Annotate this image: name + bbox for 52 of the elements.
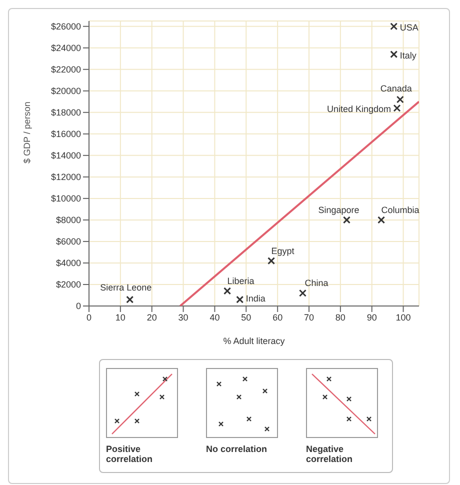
point bbox=[393, 104, 401, 112]
point bbox=[378, 216, 386, 224]
x-tick-label: 20 bbox=[146, 312, 157, 322]
y-tick-label: $24000 bbox=[50, 43, 81, 54]
y-tick-label: $26000 bbox=[50, 22, 81, 32]
x-tick-label: 50 bbox=[241, 312, 252, 322]
y-tick-label: $6000 bbox=[56, 236, 81, 247]
annotation: USA bbox=[400, 22, 418, 32]
y-tick-label: $10000 bbox=[50, 194, 81, 204]
annotation: Italy bbox=[400, 50, 417, 60]
x-axis-title: % Adult literacy bbox=[223, 336, 286, 346]
annotation: Sierra Leone bbox=[100, 282, 152, 293]
x-tick-label: 80 bbox=[335, 312, 346, 322]
y-tick-label: $22000 bbox=[50, 64, 81, 75]
annotation: Egypt bbox=[271, 246, 295, 256]
y-tick-label: $2000 bbox=[56, 280, 81, 290]
y-tick-label: $14000 bbox=[50, 150, 81, 161]
y-tick-label: $16000 bbox=[50, 129, 81, 140]
y-tick-label: $4000 bbox=[56, 258, 81, 268]
annotation: Liberia bbox=[227, 276, 254, 286]
text: No correlation bbox=[206, 444, 268, 454]
point bbox=[390, 22, 398, 30]
y-tick-label: $18000 bbox=[50, 108, 81, 118]
annotation: Columbia bbox=[381, 204, 420, 215]
x-tick-label: 10 bbox=[115, 312, 126, 322]
y-tick-label: $8000 bbox=[56, 215, 81, 226]
y-tick-label: $12000 bbox=[50, 172, 81, 182]
x-tick-label: 60 bbox=[272, 312, 283, 322]
text: Positive correlation bbox=[106, 444, 154, 464]
x-tick-label: 70 bbox=[304, 312, 314, 322]
point bbox=[126, 296, 134, 304]
x-tick-label: 100 bbox=[396, 312, 411, 322]
x-tick-label: 0 bbox=[86, 312, 92, 322]
annotation: United Kingdom bbox=[326, 104, 391, 114]
point bbox=[268, 257, 276, 265]
y-axis-title: $ GDP / person bbox=[22, 102, 32, 164]
annotation: China bbox=[304, 278, 328, 288]
point bbox=[390, 50, 398, 58]
point bbox=[224, 287, 232, 295]
point bbox=[396, 96, 404, 104]
y-tick-label: $20000 bbox=[50, 86, 81, 96]
x-tick-label: 30 bbox=[178, 312, 188, 322]
annotation: Canada bbox=[380, 84, 412, 94]
point bbox=[298, 289, 306, 297]
x-tick-label: 90 bbox=[366, 312, 377, 322]
point bbox=[236, 296, 244, 304]
annotation: Singapore bbox=[318, 204, 360, 215]
text: Negative correlation bbox=[306, 444, 354, 464]
point bbox=[342, 216, 350, 224]
annotation: India bbox=[246, 294, 266, 304]
y-tick-label: 0 bbox=[76, 301, 81, 312]
x-tick-label: 40 bbox=[210, 312, 220, 322]
